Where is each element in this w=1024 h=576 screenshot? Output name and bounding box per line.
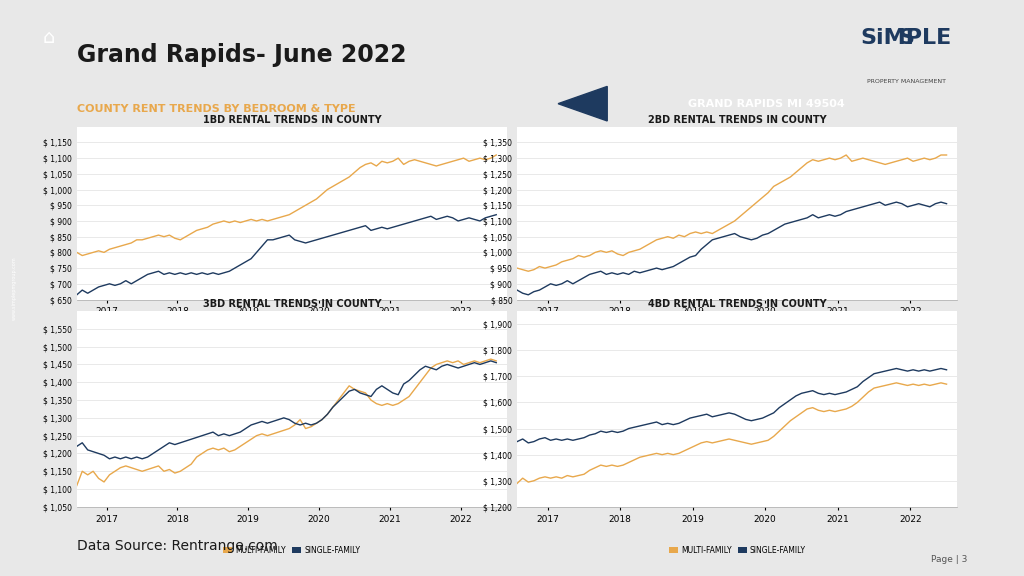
Title: 4BD RENTAL TRENDS IN COUNTY: 4BD RENTAL TRENDS IN COUNTY [648,299,826,309]
Title: 3BD RENTAL TRENDS IN COUNTY: 3BD RENTAL TRENDS IN COUNTY [203,299,381,309]
Text: SiMPLE: SiMPLE [860,28,952,48]
Text: www.simplepmgroup.com: www.simplepmgroup.com [12,256,16,320]
Text: Grand Rapids- June 2022: Grand Rapids- June 2022 [77,43,407,67]
Polygon shape [558,86,607,121]
Title: 1BD RENTAL TRENDS IN COUNTY: 1BD RENTAL TRENDS IN COUNTY [203,115,381,124]
Title: 2BD RENTAL TRENDS IN COUNTY: 2BD RENTAL TRENDS IN COUNTY [648,115,826,124]
Text: S: S [898,28,914,48]
Text: COUNTY RENT TRENDS BY BEDROOM & TYPE: COUNTY RENT TRENDS BY BEDROOM & TYPE [77,104,355,113]
Text: ⌂: ⌂ [43,28,55,47]
Legend: MULTI-FAMILY, SINGLE-FAMILY: MULTI-FAMILY, SINGLE-FAMILY [669,546,806,555]
Text: PROPERTY MANAGEMENT: PROPERTY MANAGEMENT [866,79,946,84]
Text: Page | 3: Page | 3 [931,555,968,564]
Legend: MULTI-FAMILY, SINGLE-FAMILY: MULTI-FAMILY, SINGLE-FAMILY [669,335,806,343]
Legend: MULTI-FAMILY, SINGLE-FAMILY: MULTI-FAMILY, SINGLE-FAMILY [223,546,360,555]
Text: GRAND RAPIDS MI 49504: GRAND RAPIDS MI 49504 [688,98,845,109]
Legend: MULTI-FAMILY, SINGLE-FAMILY: MULTI-FAMILY, SINGLE-FAMILY [223,335,360,343]
Text: Data Source: Rentrange.com: Data Source: Rentrange.com [77,539,278,553]
